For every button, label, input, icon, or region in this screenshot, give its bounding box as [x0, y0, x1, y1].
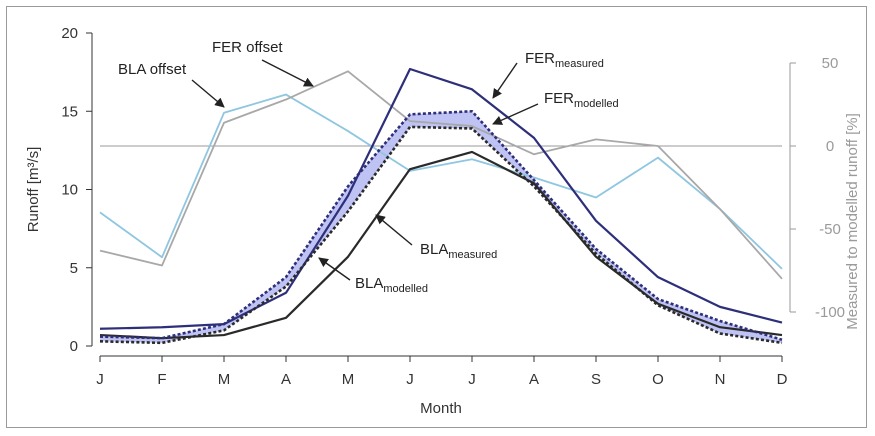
series-line-bla-measured — [99, 150, 783, 340]
series-line-fer-measured — [99, 67, 783, 330]
series-line-bla-offset — [99, 93, 783, 270]
annotation-fer-modelled: FERmodelled — [544, 90, 619, 110]
annotation-bla-modelled: BLAmodelled — [355, 275, 428, 295]
annotation-arrow-bla-modelled — [318, 257, 351, 281]
x-axis-tick-label: J — [468, 371, 476, 388]
annotation-bla-measured: BLAmeasured — [420, 241, 497, 261]
x-axis-tick-label: A — [281, 371, 291, 388]
right-axis-tick-label: -50 — [819, 221, 841, 238]
annotation-arrow-fer-modelled — [492, 103, 539, 125]
left-axis-tick-label: 10 — [61, 182, 78, 199]
figure-frame — [6, 6, 867, 428]
series-line-bla-modelled — [99, 125, 783, 345]
right-axis-title: Measured to modelled runoff [%] — [844, 113, 861, 330]
right-axis-tick-label: 50 — [822, 55, 839, 72]
x-axis-tick-label: O — [652, 371, 664, 388]
right-axis-tick-label: 0 — [826, 138, 834, 155]
annotation-arrow-bla-offset — [191, 79, 225, 108]
x-axis-title: Month — [420, 400, 462, 417]
series-line-fer-offset — [99, 70, 783, 280]
x-axis-tick-label: J — [96, 371, 104, 388]
annotation-arrow-fer-offset — [261, 59, 314, 87]
left-axis-tick-label: 5 — [70, 260, 78, 277]
annotation-fer-measured: FERmeasured — [525, 50, 604, 70]
x-axis-tick-label: S — [591, 371, 601, 388]
left-axis-tick-label: 0 — [70, 338, 78, 355]
left-axis-tick-label: 15 — [61, 103, 78, 120]
modelled-band-0 — [100, 111, 782, 343]
right-axis-tick-label: -100 — [815, 304, 845, 321]
series-line-fer-modelled — [99, 109, 783, 341]
annotation-fer-offset: FER offset — [212, 39, 283, 56]
x-axis-tick-label: F — [157, 371, 166, 388]
left-axis-title: Runoff [m³/s] — [25, 147, 42, 233]
x-axis-tick-label: A — [529, 371, 539, 388]
x-axis-tick-label: M — [218, 371, 231, 388]
annotation-bla-offset: BLA offset — [118, 61, 187, 78]
x-axis-tick-label: N — [715, 371, 726, 388]
x-axis-tick-label: J — [406, 371, 414, 388]
annotation-arrow-fer-measured — [492, 62, 518, 99]
left-axis-tick-label: 20 — [61, 25, 78, 42]
x-axis-tick-label: M — [342, 371, 355, 388]
annotation-arrow-bla-measured — [375, 214, 413, 246]
x-axis-tick-label: D — [777, 371, 788, 388]
